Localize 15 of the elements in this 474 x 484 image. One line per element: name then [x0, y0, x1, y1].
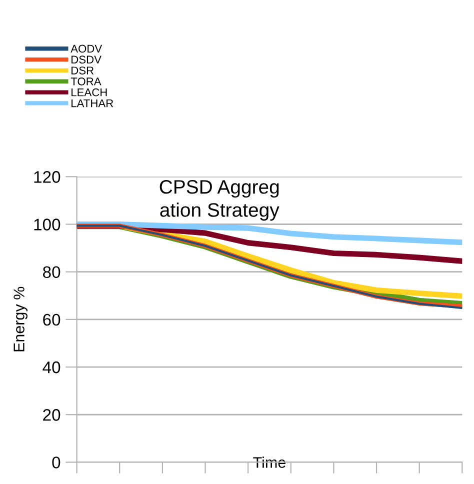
y-tick-label: 100 [34, 218, 60, 230]
y-tick-label: 120 [34, 171, 60, 183]
y-axis-title: Energy % [14, 286, 28, 352]
legend-label: LATHAR [72, 99, 114, 108]
legend-label: TORA [70, 78, 102, 86]
legend-label: DSDV [72, 56, 102, 64]
y-tick-label: 40 [42, 361, 60, 374]
y-tick-label: 20 [43, 409, 60, 421]
legend-label: DSR [72, 66, 94, 74]
text: CPSD Aggreg ation Strategy [160, 180, 280, 221]
y-tick-label: 0 [52, 456, 60, 468]
y-tick-label: 80 [43, 266, 60, 278]
legend-label: AODV [70, 44, 102, 53]
legend-label: LEACH [72, 88, 107, 96]
y-tick-label: 60 [43, 314, 60, 326]
